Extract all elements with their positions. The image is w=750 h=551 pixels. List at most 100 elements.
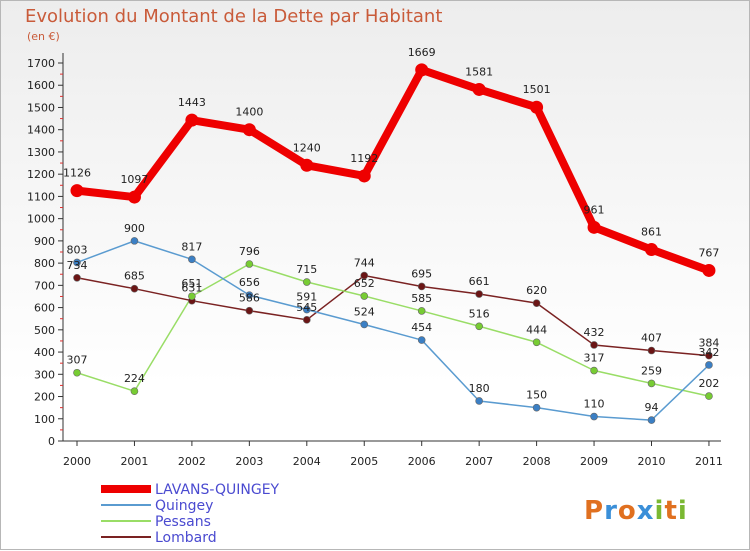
data-point: [647, 416, 656, 424]
data-point: [590, 366, 598, 375]
series-line-pessans: [76, 263, 710, 397]
data-label: 202: [698, 377, 719, 390]
data-label: 1501: [523, 83, 551, 96]
proxiti-logo: Proxiti: [584, 496, 688, 526]
data-point: [475, 290, 483, 298]
data-label: 1126: [63, 167, 91, 180]
x-tick-label: 2010: [638, 455, 666, 468]
data-label: 796: [239, 245, 260, 258]
series-line-lavans-quingey: [76, 65, 711, 275]
data-label: 545: [296, 301, 317, 314]
proxiti-logo-letter: t: [664, 496, 677, 526]
data-point: [530, 100, 544, 114]
data-point: [587, 220, 601, 234]
y-tick-label: 0: [48, 435, 55, 448]
data-label: 803: [67, 243, 88, 256]
data-point: [242, 123, 256, 137]
y-tick-label: 1200: [27, 168, 55, 181]
data-point: [302, 316, 311, 324]
series-line-quingey: [76, 240, 710, 421]
series-lines: [76, 65, 711, 421]
proxiti-logo-letter: r: [604, 496, 618, 526]
x-tick-label: 2006: [408, 455, 436, 468]
data-label: 1240: [293, 141, 321, 154]
data-label: 715: [296, 263, 317, 276]
data-label: 631: [181, 282, 202, 295]
data-label: 817: [181, 240, 202, 253]
data-label: 224: [124, 372, 145, 385]
data-label: 591: [296, 291, 317, 304]
data-point: [357, 169, 371, 183]
data-point: [705, 351, 713, 360]
data-label: 961: [584, 203, 605, 216]
data-point: [360, 320, 369, 329]
y-tick-label: 300: [34, 368, 55, 381]
data-label: 586: [239, 292, 260, 305]
data-point: [417, 282, 426, 291]
data-point: [645, 243, 658, 257]
data-label: 94: [645, 401, 659, 414]
y-tick-label: 500: [34, 324, 55, 337]
data-point: [647, 379, 656, 388]
data-point: [590, 412, 598, 421]
y-tick-label: 1700: [27, 57, 55, 70]
chart-title: Evolution du Montant de la Dette par Hab…: [25, 6, 442, 27]
data-label: 180: [469, 382, 490, 395]
data-label: 1669: [408, 46, 436, 59]
data-point: [245, 291, 254, 299]
proxiti-logo-letter: o: [618, 496, 637, 526]
data-label: 317: [584, 352, 605, 365]
legend-label: Quingey: [155, 498, 213, 514]
data-point: [415, 63, 429, 77]
data-label: 1192: [350, 152, 378, 165]
data-label: 407: [641, 332, 662, 345]
data-point: [532, 338, 541, 347]
x-tick-label: 2002: [178, 455, 206, 468]
data-label: 307: [67, 354, 88, 367]
data-labels: 1126 1097 1443 1400 1240 1192 1669 1581 1501 961 8…: [63, 46, 719, 414]
y-tick-label: 1500: [27, 101, 55, 114]
legend-label: Lombard: [155, 530, 217, 546]
y-tick-label: 100: [34, 413, 55, 426]
x-tick-label: 2008: [523, 455, 551, 468]
data-point: [245, 306, 254, 315]
data-label: 685: [124, 270, 145, 283]
data-label: 444: [526, 323, 547, 336]
data-label: 767: [698, 246, 719, 259]
data-label: 1581: [465, 65, 493, 78]
data-point: [73, 258, 81, 267]
series-line-lombard: [76, 274, 710, 357]
data-point: [188, 292, 196, 301]
data-label: 651: [181, 277, 202, 290]
data-label: 861: [641, 226, 662, 239]
y-tick-label: 1300: [27, 146, 55, 159]
y-tick-label: 900: [34, 235, 55, 248]
data-label: 744: [354, 257, 375, 270]
data-point: [702, 263, 716, 277]
data-label: 734: [67, 259, 88, 272]
x-tick-label: 2009: [580, 455, 608, 468]
data-label: 695: [411, 267, 432, 280]
data-point: [130, 237, 139, 245]
y-tick-label: 400: [34, 346, 55, 359]
data-point: [360, 292, 369, 300]
axes: 0 100 200 300 400 500 600 700 800 900 1000 1100 1200…: [27, 53, 723, 468]
x-tick-label: 2000: [63, 455, 91, 468]
x-tick-label: 2005: [350, 455, 378, 468]
data-point: [417, 336, 426, 344]
y-tick-label: 1400: [27, 124, 55, 137]
data-point: [472, 82, 486, 96]
data-point: [185, 113, 199, 127]
x-tick-label: 2011: [695, 455, 723, 468]
data-point: [417, 307, 426, 315]
proxiti-logo-letter: i: [655, 496, 665, 526]
data-label: 110: [584, 398, 605, 411]
data-label: 342: [698, 346, 719, 359]
data-label: 454: [411, 321, 432, 334]
data-points: [70, 63, 716, 424]
data-point: [360, 271, 369, 280]
data-point: [73, 273, 81, 282]
x-tick-label: 2003: [235, 455, 263, 468]
